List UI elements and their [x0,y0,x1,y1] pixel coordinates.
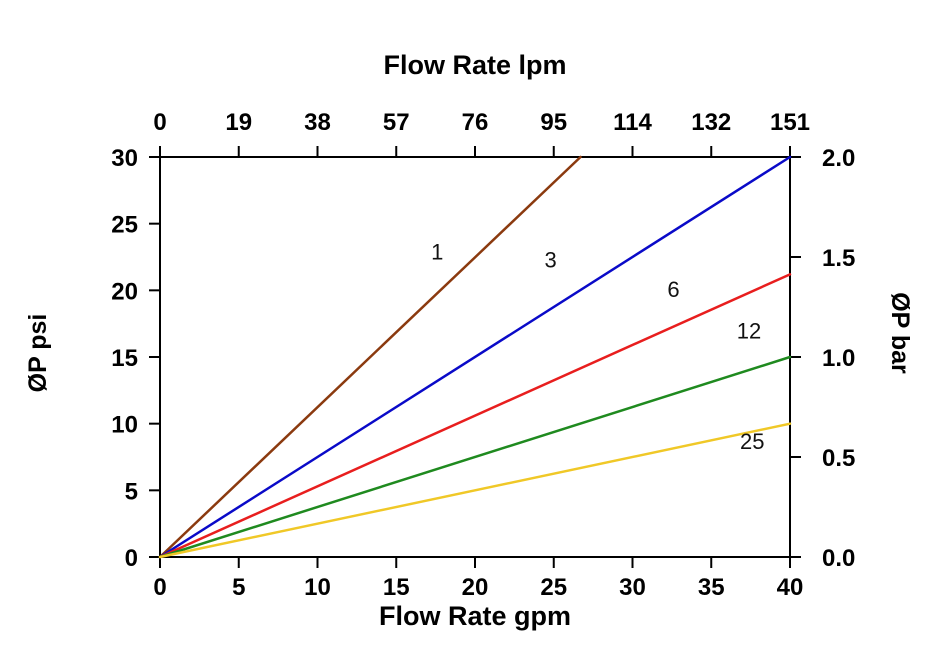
y-tick-label-left: 15 [111,345,138,372]
x-tick-label-top: 0 [153,109,166,136]
series-label-6: 6 [667,277,679,302]
y-tick-label-left: 5 [125,478,138,505]
series-label-3: 3 [544,248,556,273]
y-tick-label-right: 1.5 [822,245,855,272]
y-tick-label-left: 30 [111,145,138,172]
top-axis-title: Flow Rate lpm [383,50,567,80]
y-tick-label-left: 10 [111,412,138,439]
series-line-3 [158,155,792,559]
x-tick-label-bottom: 10 [304,574,331,601]
x-tick-label-bottom: 30 [619,574,646,601]
series-line-12 [158,355,792,559]
x-tick-label-bottom: 20 [462,574,489,601]
y-tick-label-left: 20 [111,278,138,305]
series-label-25: 25 [740,429,764,454]
series-line-25 [158,422,792,559]
x-tick-label-top: 57 [383,109,410,136]
x-tick-label-top: 19 [225,109,252,136]
x-tick-label-bottom: 25 [540,574,567,601]
x-tick-label-top: 132 [691,109,731,136]
bottom-axis-title: Flow Rate gpm [378,601,571,631]
x-tick-label-bottom: 5 [232,574,245,601]
y-tick-label-right: 0.0 [822,545,855,572]
x-tick-label-top: 114 [613,109,652,136]
series-label-1: 1 [431,240,443,265]
series-label-12: 12 [737,318,761,343]
x-tick-label-bottom: 35 [698,574,725,601]
y-tick-label-right: 2.0 [822,145,855,172]
x-tick-label-bottom: 15 [383,574,410,601]
x-tick-label-top: 95 [540,109,567,136]
y-tick-label-right: 1.0 [822,345,855,372]
x-tick-label-top: 76 [462,109,489,136]
y-tick-label-right: 0.5 [822,445,855,472]
x-tick-label-top: 38 [304,109,331,136]
y-tick-label-left: 0 [125,545,138,572]
y-tick-label-left: 25 [111,212,138,239]
x-tick-label-bottom: 0 [153,574,166,601]
x-tick-label-top: 151 [770,109,810,136]
series-line-1 [158,155,582,559]
x-tick-label-bottom: 40 [777,574,804,601]
series-line-6 [158,273,792,559]
